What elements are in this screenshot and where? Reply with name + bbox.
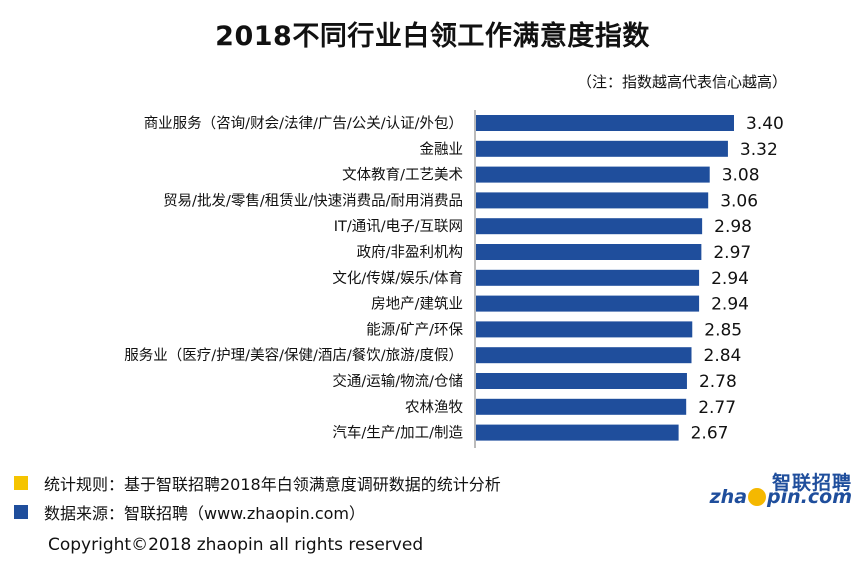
logo-en: zha pin.com <box>710 486 852 508</box>
footer-source-text: 数据来源：智联招聘（www.zhaopin.com） <box>44 504 366 523</box>
logo-cn: 智联招聘 <box>771 472 852 494</box>
value-label: 2.97 <box>713 243 751 263</box>
bar <box>476 192 709 209</box>
logo-en-prefix: zha <box>709 486 748 508</box>
bar <box>476 166 710 183</box>
logo-dot-icon <box>748 488 767 506</box>
bar <box>476 244 702 260</box>
blue-square-icon <box>14 505 28 519</box>
bar <box>476 115 734 131</box>
footer-rule-text: 统计规则：基于智联招聘2018年白领满意度调研数据的统计分析 <box>44 475 501 494</box>
zhaopin-logo: 智联招聘 zha pin.com <box>706 468 856 518</box>
value-label: 3.40 <box>746 114 784 134</box>
value-label: 3.32 <box>740 140 778 160</box>
footer-rule: 统计规则：基于智联招聘2018年白领满意度调研数据的统计分析 <box>14 471 501 495</box>
bar-chart: 商业服务（咨询/财会/法律/广告/公关/认证/外包） 3.40 金融业 3.32 文体教… <box>124 110 784 448</box>
value-label: 3.08 <box>722 166 760 186</box>
category-label: 服务业（医疗/护理/美容/保健/酒店/餐饮/旅游/度假） <box>124 347 463 364</box>
category-label: 农林渔牧 <box>405 399 463 416</box>
category-label: 金融业 <box>420 141 464 158</box>
category-label: IT/通讯/电子/互联网 <box>334 218 463 235</box>
category-label: 文体教育/工艺美术 <box>342 167 463 184</box>
category-label: 文化/传媒/娱乐/体育 <box>332 270 463 287</box>
value-label: 2.98 <box>714 217 752 237</box>
bar <box>476 140 728 157</box>
chart-title: 2018不同行业白领工作满意度指数 <box>215 21 650 52</box>
copyright: Copyright©2018 zhaopin all rights reserv… <box>48 535 424 555</box>
chart-subtitle: （注：指数越高代表信心越高） <box>576 73 787 91</box>
bar <box>476 269 700 286</box>
category-label: 商业服务（咨询/财会/法律/广告/公关/认证/外包） <box>144 115 463 132</box>
bar <box>476 347 692 364</box>
bar <box>476 321 693 338</box>
bar <box>476 373 687 389</box>
logo-en-suffix: pin.com <box>767 486 852 508</box>
value-label: 2.78 <box>699 372 737 392</box>
footer-source: 数据来源：智联招聘（www.zhaopin.com） <box>14 500 365 524</box>
category-label: 交通/运输/物流/仓储 <box>332 372 463 390</box>
bar <box>476 295 700 312</box>
value-label: 3.06 <box>720 191 758 211</box>
value-label: 2.84 <box>704 346 742 366</box>
bar <box>476 218 703 235</box>
bar <box>476 424 679 441</box>
category-label: 政府/非盈利机构 <box>357 244 463 261</box>
value-label: 2.67 <box>691 424 729 444</box>
value-label: 2.94 <box>711 269 749 289</box>
yellow-square-icon <box>14 476 28 490</box>
category-label: 汽车/生产/加工/制造 <box>332 425 463 442</box>
category-label: 房地产/建筑业 <box>371 296 463 313</box>
value-label: 2.85 <box>704 320 742 340</box>
bar <box>476 398 687 415</box>
category-label: 贸易/批发/零售/租赁业/快速消费品/耐用消费品 <box>163 192 463 209</box>
value-label: 2.94 <box>711 295 749 315</box>
category-label: 能源/矿产/环保 <box>366 321 463 338</box>
value-label: 2.77 <box>698 398 736 418</box>
